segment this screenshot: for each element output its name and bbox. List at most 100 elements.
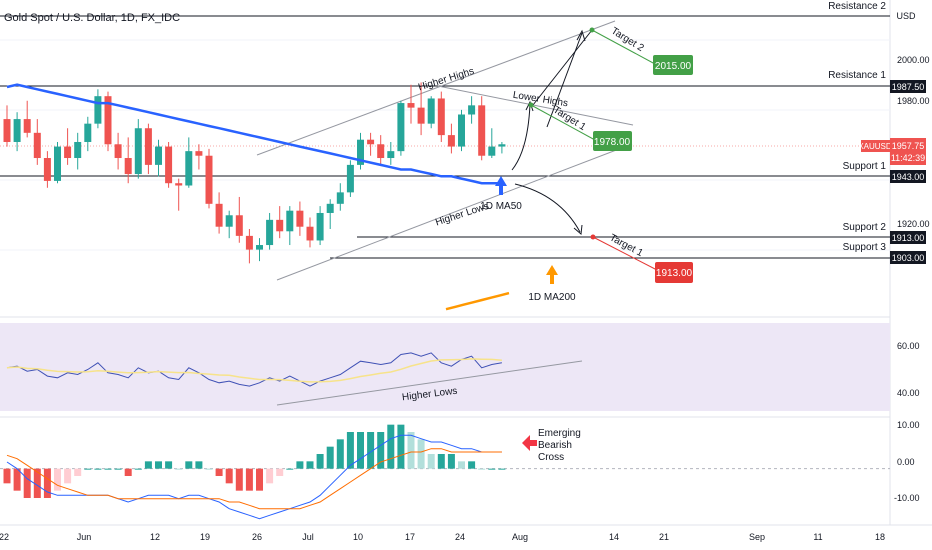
macd-histogram-bar: [458, 461, 465, 469]
candles: [3, 82, 506, 264]
time-tick: Aug: [512, 532, 528, 542]
projections: [511, 27, 658, 271]
ma200-line: [445, 291, 510, 311]
candle-body: [387, 151, 395, 159]
macd-histogram-bar: [266, 468, 274, 484]
candle-body: [357, 139, 364, 165]
candle-body: [165, 146, 173, 184]
time-tick: 19: [200, 532, 210, 542]
ma50-arrow-icon: [495, 176, 507, 195]
bearish-cross-line3: Cross: [538, 452, 564, 463]
currency-label[interactable]: USD: [896, 11, 916, 21]
macd-histogram-bar: [64, 468, 72, 484]
candle-body: [225, 215, 233, 227]
candle-body: [23, 119, 31, 133]
macd-histogram-bar: [478, 468, 486, 470]
channel-lines: [256, 20, 634, 281]
macd-tick: 10.00: [897, 420, 920, 430]
target1-up-box: [593, 131, 632, 151]
macd-histogram-bar: [215, 468, 223, 476]
macd-histogram-bar: [114, 468, 122, 470]
candle-body: [447, 135, 455, 147]
candle-body: [64, 146, 72, 159]
current-price-badge: [890, 138, 926, 165]
candle-body: [43, 158, 51, 181]
macd-histogram-bar: [144, 461, 152, 469]
grid: [0, 39, 890, 251]
macd-histogram-bar: [488, 468, 496, 470]
candle-body: [13, 119, 21, 142]
macd-histogram-bar: [417, 439, 425, 469]
candle-body: [185, 151, 193, 186]
macd-tick: -10.00: [894, 493, 920, 503]
macd-histogram-bar: [134, 468, 142, 470]
macd-histogram-bar: [316, 454, 324, 469]
candle-body: [427, 98, 435, 124]
time-tick: Jul: [302, 532, 314, 542]
macd-histogram-bar: [427, 454, 435, 469]
candle-body: [54, 146, 61, 181]
channel-upper: [256, 20, 616, 156]
candle-body: [417, 107, 425, 124]
candle-body: [397, 103, 405, 152]
resistance2-label: Resistance 2: [828, 1, 886, 12]
macd-tick: 0.00: [897, 457, 915, 467]
rsi-tick: 60.00: [897, 341, 920, 351]
candle-body: [104, 96, 112, 145]
candle-body: [286, 210, 294, 232]
macd-histogram-bar: [33, 468, 41, 498]
macd-histogram-bar: [54, 468, 61, 491]
time-axis: 22 Jun 12 19 26 Jul 10 17 24 Aug 14 21 Sep 11 18: [0, 532, 885, 542]
projection-up-2-head: [576, 29, 586, 42]
candle-body: [144, 128, 152, 165]
time-tick: 14: [609, 532, 619, 542]
candle-body: [195, 151, 203, 156]
support2-label: Support 2: [843, 222, 887, 233]
target1-down-line: [592, 236, 658, 271]
rsi-pane: [6, 352, 583, 406]
candle-body: [74, 141, 82, 159]
rsi-band: [0, 323, 890, 411]
candle-body: [215, 203, 223, 227]
time-tick: 17: [405, 532, 415, 542]
moving-averages: [6, 83, 510, 311]
macd-histogram-bar: [468, 461, 476, 469]
target1-up-point: [528, 102, 534, 108]
symbol-badge: [861, 140, 890, 152]
macd-histogram-bar: [286, 468, 294, 470]
macd-histogram-bar: [276, 468, 284, 476]
price-tick: 1980.00: [897, 96, 930, 106]
candle-body: [266, 219, 274, 246]
macd-histogram-bar: [346, 432, 354, 469]
candle-body: [458, 114, 465, 147]
candle-body: [326, 203, 334, 213]
candle-body: [175, 183, 183, 186]
candle-body: [437, 98, 445, 136]
bearish-cross-line1: Emerging: [538, 428, 581, 439]
time-tick: 10: [353, 532, 363, 542]
candle-body: [114, 144, 122, 159]
macd-histogram-bar: [175, 468, 183, 470]
candle-body: [33, 132, 41, 159]
symbol-title: Gold Spot / U.S. Dollar, 1D, FX_IDC: [4, 12, 180, 24]
support1-price: 1943.00: [892, 172, 925, 182]
level-badge: [890, 170, 926, 183]
candle-body: [336, 192, 344, 204]
macd-histogram-bar: [165, 461, 173, 469]
target2-point: [589, 27, 595, 33]
macd-histogram-bar: [296, 461, 304, 469]
price-tick: 1920.00: [897, 219, 930, 229]
candle-body: [94, 96, 102, 124]
candle-body: [306, 226, 314, 241]
target2-line: [591, 29, 656, 65]
target2-box: [653, 55, 693, 75]
macd-histogram-bar: [498, 468, 506, 470]
macd-histogram-bar: [397, 424, 405, 469]
support2-price: 1913.00: [892, 233, 925, 243]
macd-histogram-bar: [74, 468, 82, 476]
target2-value: 2015.00: [655, 61, 692, 72]
time-tick: 24: [455, 532, 465, 542]
macd-histogram-bar: [306, 461, 314, 469]
bar-countdown: 11:42:39: [891, 153, 925, 163]
